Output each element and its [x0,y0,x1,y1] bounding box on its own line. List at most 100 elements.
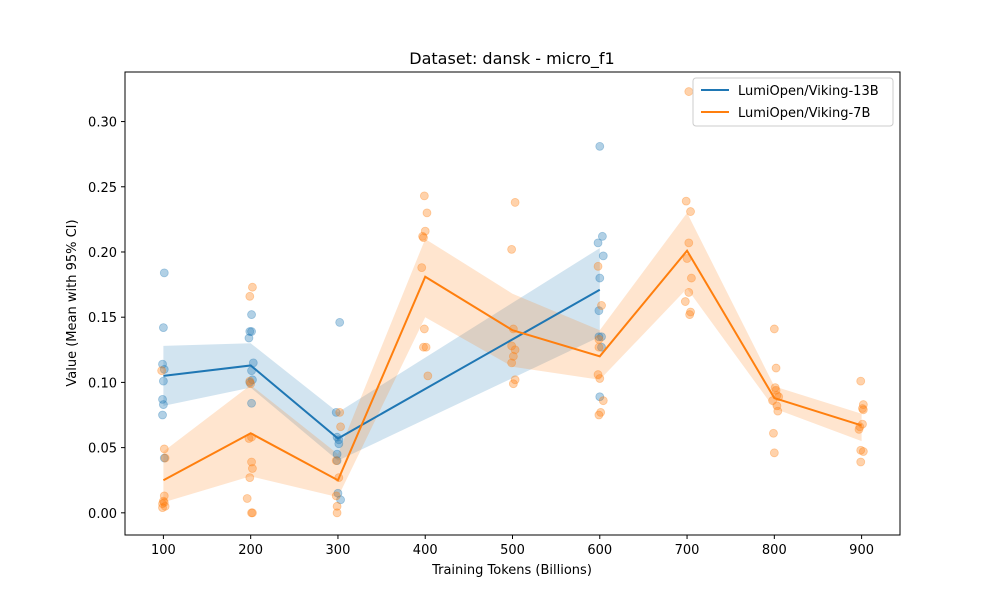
y-axis-label: Value (Mean with 95% CI) [65,219,80,386]
series-1-point [685,310,695,319]
legend-box [692,77,894,127]
series-1-point [331,456,341,466]
series-0-point [247,327,256,336]
series-0-point [159,376,168,386]
y-tick-label: 0.00 [88,507,117,522]
series-0-mean-line [163,288,601,440]
x-tick-label: 800 [762,543,787,558]
series-1-point [856,457,866,467]
series-1-ci-band [163,212,862,503]
series-0-point [597,332,606,342]
series-1-point [159,496,168,506]
series-0-point [159,323,168,333]
series-1-point [772,401,782,411]
series-1-point [686,307,695,317]
series-1-point [507,358,517,368]
series-1-point [245,473,255,483]
series-0-point [158,394,167,404]
series-1-point [597,301,606,310]
series-1-point [680,297,690,306]
y-tick-label: 0.15 [88,311,117,326]
series-0-point [332,449,342,459]
series-1-point [858,447,868,456]
series-1-point [336,422,345,432]
series-0-point [245,327,255,336]
confidence-bands [163,212,862,503]
series-1-point [422,208,432,218]
series-1-point [595,374,605,383]
series-1-point [771,363,781,373]
series-1-point [594,410,604,420]
series-1-point [769,428,778,438]
series-0-point [597,342,606,352]
x-tick-label: 400 [413,543,438,558]
series-1-point [594,342,604,352]
series-0-point [158,410,167,420]
x-tick-label: 300 [326,543,351,558]
series-0-point [333,488,343,498]
y-tick-label: 0.20 [88,246,117,261]
mean-lines [162,248,862,482]
legend-label-viking-13b: LumiOpen/Viking-13B [738,84,879,99]
x-axis: 100 200 300 400 500 600 700 800 900 [151,535,874,558]
series-1-point [247,457,256,467]
series-1-point [417,263,427,273]
chart-title: Dataset: dansk - micro_f1 [409,49,614,69]
series-1-point [686,207,695,216]
series-1-point [687,273,696,283]
series-1-point [332,508,342,518]
series-1-point [856,376,866,386]
legend-label-viking-7b: LumiOpen/Viking-7B [738,106,870,121]
series-0-point [159,268,169,278]
series-1-point [248,508,257,518]
series-1-point [248,282,257,292]
series-1-point [510,375,520,385]
series-1-point [507,341,517,351]
series-0-point [594,332,604,342]
series-1-point [158,503,167,513]
legend: LumiOpen/Viking-13B LumiOpen/Viking-7B [692,77,894,127]
series-1-point [596,408,606,417]
series-1-mean-line [162,248,862,482]
series-0-point [248,375,257,385]
series-1-point [158,499,167,509]
series-1-point [423,371,433,381]
series-0-point [159,400,168,409]
series-1-point [242,494,252,503]
series-1-point [858,400,868,409]
series-0-point [244,333,254,343]
series-0-point [598,251,608,261]
series-1-point [419,324,429,334]
series-1-point [684,288,694,297]
series-1-point [160,453,170,463]
series-0-point [595,273,605,283]
series-1-point [769,324,779,334]
series-0-point [336,495,345,505]
series-0-point [332,456,342,466]
series-1-point [510,198,520,207]
series-1-point [598,396,608,406]
series-1-point [854,424,864,434]
series-1-point [159,497,169,507]
series-1-point [510,345,520,355]
series-1-point [247,508,256,518]
x-tick-label: 200 [238,543,263,558]
series-1-point [418,231,428,241]
series-0-point [159,453,169,463]
series-1-point [770,383,780,393]
series-0-point [597,231,607,241]
series-0-point [331,408,341,417]
series-1-point [858,404,867,413]
series-0-point [247,310,256,319]
series-1-point [332,501,342,511]
series-0-point [245,378,255,387]
series-1-point [507,244,517,254]
series-1-point [245,376,255,386]
series-1-point [159,491,169,501]
series-1-point [419,342,428,352]
x-axis-label: Training Tokens (Billions) [431,563,592,578]
series-0-point [334,439,344,449]
series-1-point [157,366,167,376]
y-tick-label: 0.25 [88,181,117,196]
